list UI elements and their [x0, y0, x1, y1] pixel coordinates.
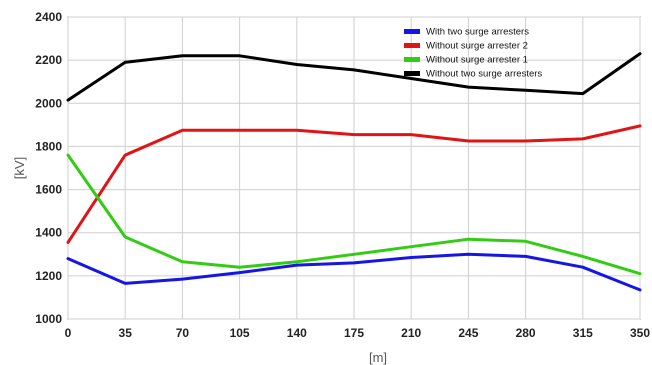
x-tick-label: 280 [516, 326, 536, 340]
x-tick-label: 315 [573, 326, 593, 340]
y-tick-label: 1400 [35, 226, 62, 240]
legend-swatch [404, 43, 420, 48]
x-axis-ticks: 0 35 70 105 140 175 210 245 280 315 350 [65, 326, 651, 340]
legend-label: Without surge arrester 1 [426, 55, 528, 66]
grid [67, 16, 641, 320]
y-tick-label: 1000 [35, 312, 62, 326]
legend-swatch [404, 29, 420, 34]
x-tick-label: 245 [458, 326, 478, 340]
series-lines [66, 52, 642, 292]
y-tick-label: 1200 [35, 269, 62, 283]
legend-label: With two surge arresters [426, 27, 529, 38]
x-tick-label: 0 [65, 326, 72, 340]
x-tick-label: 35 [119, 326, 133, 340]
series-line-1 [66, 252, 642, 292]
x-tick-label: 210 [401, 326, 421, 340]
x-tick-label: 105 [230, 326, 250, 340]
legend-label: Without surge arrester 2 [426, 41, 528, 52]
y-axis-label: [kV] [12, 157, 27, 179]
x-tick-label: 70 [176, 326, 190, 340]
x-tick-label: 350 [630, 326, 650, 340]
series-line-2 [66, 124, 642, 244]
x-tick-label: 175 [344, 326, 364, 340]
legend-swatch [404, 57, 420, 62]
y-axis-ticks: 1000 1200 1400 1600 1800 2000 2200 2400 [35, 10, 62, 326]
x-tick-label: 140 [287, 326, 307, 340]
legend-swatch [404, 71, 420, 76]
y-tick-label: 2000 [35, 96, 62, 110]
y-tick-label: 1800 [35, 139, 62, 153]
x-axis-label: [m] [369, 350, 387, 365]
series-line-3 [66, 153, 642, 276]
series-line-4 [66, 52, 642, 102]
y-tick-label: 2400 [35, 10, 62, 24]
legend: With two surge arresters Without surge ar… [404, 27, 542, 80]
legend-label: Without two surge arresters [426, 69, 542, 80]
y-tick-label: 2200 [35, 53, 62, 67]
y-tick-label: 1600 [35, 183, 62, 197]
